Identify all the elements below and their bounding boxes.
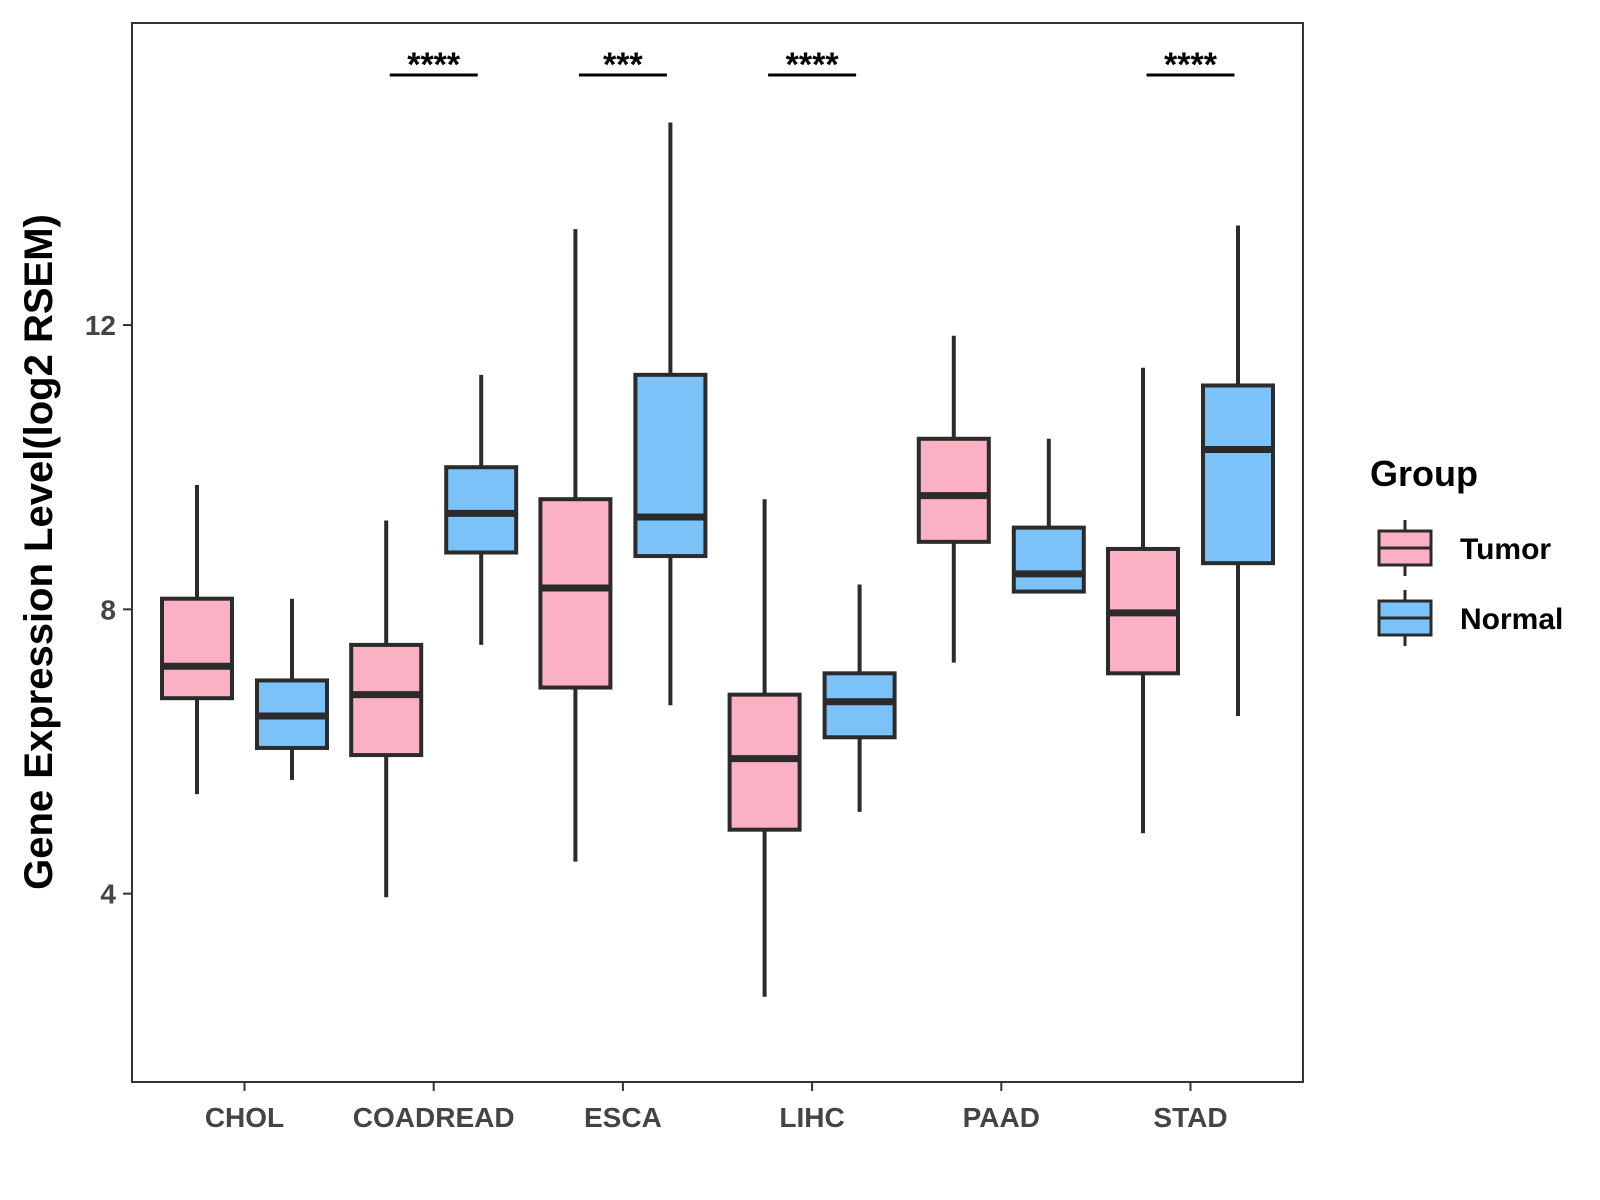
x-tick-label: LIHC — [779, 1102, 844, 1133]
y-axis-title: Gene Expression Level(log2 RSEM) — [17, 214, 61, 890]
box-tumor-chol — [160, 484, 234, 795]
box-body — [916, 436, 991, 544]
legend-item-tumor: Tumor — [1377, 520, 1551, 576]
significance-stad: **** — [1146, 46, 1235, 84]
box-normal-stad — [1201, 225, 1275, 716]
x-tick-label: COADREAD — [353, 1102, 515, 1133]
box-normal-lihc — [822, 584, 897, 812]
y-tick-label: 12 — [85, 310, 116, 341]
significance-label: *** — [603, 46, 643, 84]
y-axis: 4 8 12 — [85, 310, 132, 910]
legend: Group Tumor Normal — [1370, 453, 1563, 646]
plot-area: **** *** **** **** — [160, 46, 1275, 997]
x-tick-label: CHOL — [205, 1102, 284, 1133]
box-normal-coadread — [444, 374, 519, 645]
legend-label: Normal — [1460, 603, 1563, 636]
y-tick-label: 4 — [100, 879, 116, 910]
x-tick-label: STAD — [1153, 1102, 1227, 1133]
box-tumor-lihc — [727, 499, 802, 997]
box-normal-paad — [1011, 438, 1086, 594]
box-body — [444, 465, 519, 555]
significance-lihc: **** — [768, 46, 857, 84]
box-body — [1011, 525, 1086, 594]
legend-title: Group — [1370, 453, 1478, 494]
significance-esca: *** — [578, 46, 667, 84]
box-tumor-coadread — [349, 520, 424, 898]
box-body — [1201, 383, 1275, 566]
box-body — [349, 642, 424, 758]
box-normal-esca — [633, 122, 708, 706]
box-tumor-esca — [538, 229, 613, 862]
x-tick-label: ESCA — [584, 1102, 662, 1133]
x-axis: CHOL COADREAD ESCA LIHC PAAD STAD — [205, 1082, 1228, 1133]
significance-label: **** — [407, 46, 461, 84]
box-body — [633, 372, 708, 559]
y-tick-label: 8 — [100, 594, 116, 625]
box-normal-chol — [255, 598, 329, 780]
x-tick-label: PAAD — [963, 1102, 1040, 1133]
box-tumor-paad — [916, 335, 991, 663]
plot-panel-border — [131, 22, 1304, 1083]
box-body — [160, 596, 234, 701]
significance-label: **** — [1164, 46, 1218, 84]
legend-label: Tumor — [1460, 533, 1551, 566]
significance-label: **** — [786, 46, 840, 84]
box-body — [822, 671, 897, 740]
box-tumor-stad — [1106, 367, 1180, 834]
legend-item-normal: Normal — [1377, 590, 1563, 646]
significance-coadread: **** — [389, 46, 478, 84]
box-body — [727, 692, 802, 832]
box-body — [538, 497, 613, 690]
